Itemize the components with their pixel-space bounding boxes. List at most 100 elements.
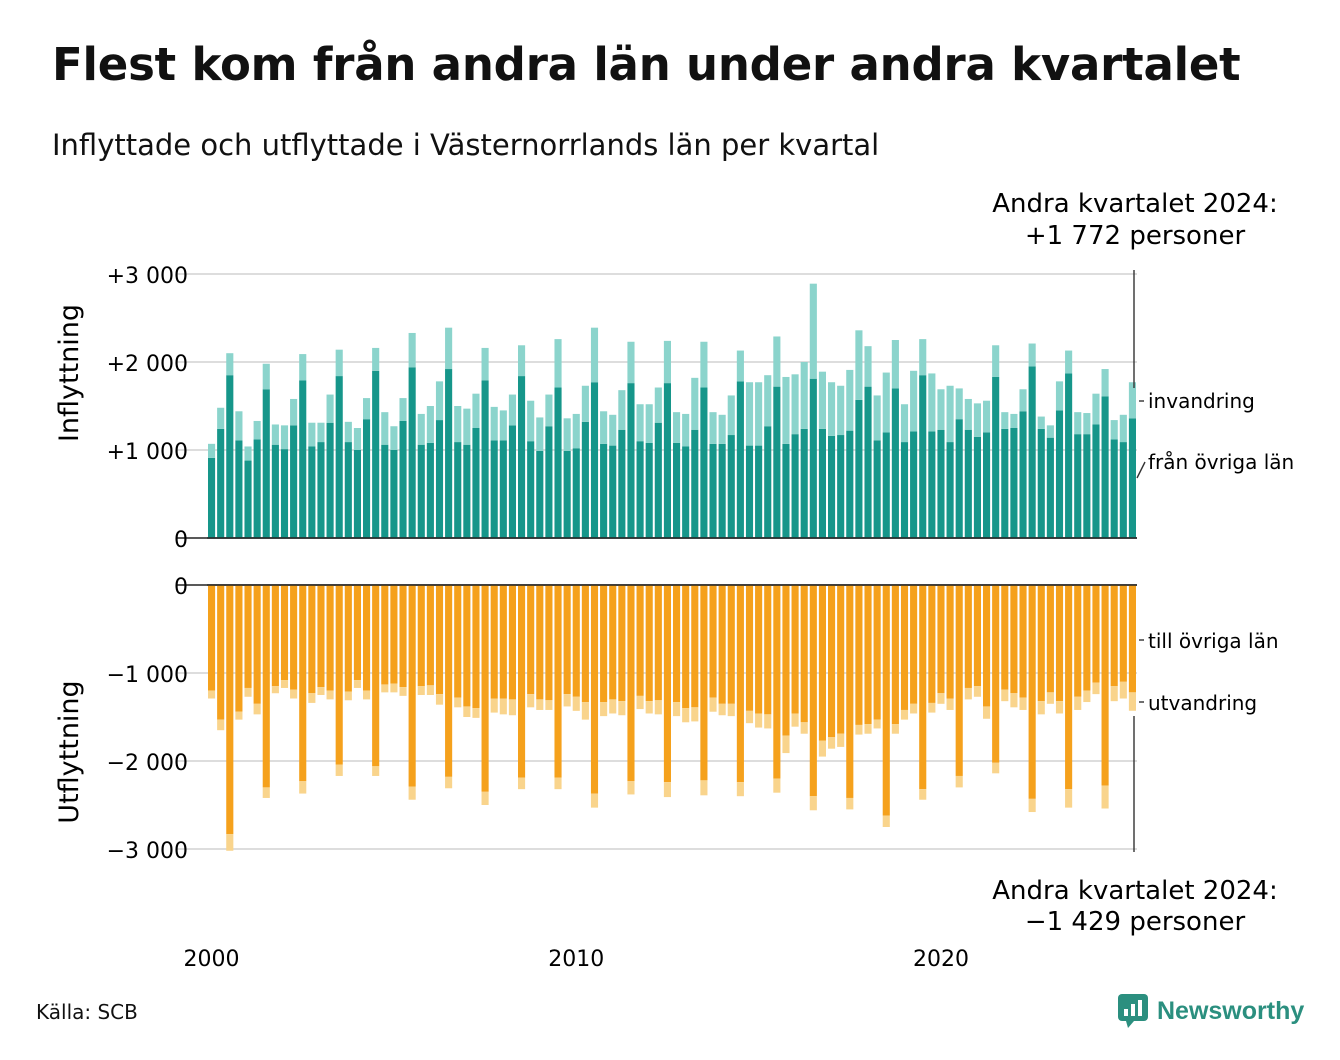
bar-out-domestic [1055,585,1064,702]
bar-in-immigration [1065,350,1073,374]
bar-out-domestic [499,585,507,699]
bar-out-domestic [518,585,526,778]
bar-in-domestic [864,386,872,538]
bar-in-domestic [727,435,735,538]
bar-in-immigration [508,394,516,426]
bar-in-immigration [490,406,498,441]
bar-in-domestic [1037,428,1045,538]
bar-in-domestic [499,440,507,538]
bar-in-domestic [381,444,389,538]
bar-out-domestic [937,585,945,694]
bar-out-domestic [208,585,216,691]
bar-in-domestic [1010,428,1018,538]
bar-in-immigration [673,412,681,443]
bar-out-domestic [408,585,416,787]
bar-out-emigration [937,693,945,704]
bar-in-domestic [208,457,216,538]
callout-top-line2: +1 772 personer [1025,221,1246,251]
bar-out-emigration [928,702,936,713]
bar-out-emigration [691,707,699,722]
bar-out-domestic [1119,585,1127,682]
bar-out-domestic [946,585,954,699]
bar-in-domestic [527,441,535,538]
bar-out-domestic [344,585,352,692]
chart-title: Flest kom från andra län under andra kva… [52,38,1241,91]
bar-out-emigration [682,708,690,723]
bar-out-domestic [363,585,371,691]
bar-out-domestic [673,585,681,703]
bar-in-domestic [755,445,763,538]
bar-out-emigration [983,706,991,719]
bar-out-emigration [773,778,781,793]
bar-in-immigration [846,369,854,431]
bar-out-emigration [1065,789,1073,808]
bar-in-domestic [1083,434,1091,538]
bar-out-domestic [709,585,717,698]
bar-out-emigration [481,791,489,805]
bar-in-domestic [791,434,799,538]
bar-in-immigration [791,374,799,435]
x-tick-label-2000: 2000 [184,947,240,972]
bar-out-domestic [554,585,562,778]
bar-out-domestic [381,585,389,685]
bar-out-emigration [244,687,252,697]
bar-in-domestic [353,450,361,538]
bar-out-emigration [609,699,617,714]
bar-out-domestic [435,585,444,695]
bar-out-domestic [864,585,872,725]
bar-in-immigration [691,377,699,430]
bar-out-domestic [326,585,334,691]
bar-out-emigration [217,719,225,731]
bar-out-domestic [755,585,763,714]
bar-in-immigration [572,413,580,449]
bar-in-domestic [910,431,918,538]
bar-out-emigration [563,694,571,707]
bar-in-immigration [682,413,690,447]
bar-out-emigration [745,710,754,724]
bar-in-domestic [627,383,635,538]
bar-in-domestic [764,426,772,538]
bar-in-domestic [1074,434,1082,538]
label-utvandring: utvandring [1148,691,1257,715]
bar-out-emigration [226,834,234,851]
bar-in-domestic [946,442,954,538]
bar-out-domestic [645,585,653,702]
bar-out-emigration [1074,696,1082,710]
bar-out-domestic [1037,585,1045,702]
bar-out-emigration [581,702,589,720]
bar-in-immigration [891,340,899,389]
bar-in-immigration [736,350,744,382]
bar-out-emigration [1128,692,1136,711]
bar-out-domestic [900,585,909,710]
bar-in-immigration [499,410,507,441]
bar-in-immigration [545,394,553,427]
bar-in-immigration [1092,393,1100,425]
bar-in-domestic [308,446,316,538]
bar-in-immigration [882,372,890,433]
bar-in-domestic [253,439,261,538]
chart-subtitle: Inflyttade och utflyttade i Västernorrla… [52,128,880,162]
bar-in-domestic [344,442,352,538]
bar-in-domestic [390,450,398,538]
bar-in-immigration [353,428,361,450]
bar-in-immigration [663,340,671,384]
bar-in-domestic [1110,439,1118,538]
bar-out-emigration [718,703,726,716]
bar-out-emigration [536,699,544,710]
bar-in-immigration [581,385,589,422]
bar-out-emigration [837,733,845,747]
bar-out-emigration [372,766,380,776]
bar-in-domestic [590,382,599,538]
bar-out-emigration [809,796,817,811]
bar-in-immigration [208,443,216,458]
bar-out-domestic [609,585,617,700]
bar-out-emigration [955,775,963,788]
bar-in-domestic [572,448,580,538]
bar-in-immigration [399,398,407,421]
bar-out-emigration [353,680,361,688]
bar-out-domestic [928,585,936,703]
y-tick-label-in: 0 [174,528,188,553]
bar-out-domestic [636,585,644,696]
bar-out-emigration [344,691,352,701]
